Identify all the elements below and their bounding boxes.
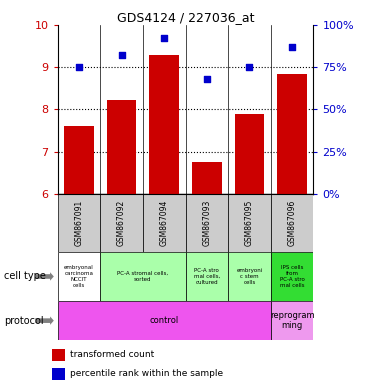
Point (161, 35, 167, 41)
Point (76, 64, 82, 70)
Bar (234, 114, 265, 194)
Point (247, 64, 253, 70)
Bar (58, 301, 271, 340)
Text: cell type: cell type (4, 271, 46, 281)
Text: transformed count: transformed count (70, 350, 155, 359)
Bar (64, 126, 94, 194)
Bar (100, 252, 186, 301)
Text: embryoni
c stem
cells: embryoni c stem cells (236, 268, 263, 285)
Text: PC-A stro
mal cells,
cultured: PC-A stro mal cells, cultured (194, 268, 220, 285)
Point (204, 76, 210, 82)
Bar (106, 100, 137, 194)
Bar (100, 194, 143, 252)
Text: percentile rank within the sample: percentile rank within the sample (70, 369, 224, 378)
Bar (52, 368, 65, 380)
Text: reprogram
ming: reprogram ming (270, 311, 315, 330)
Text: control: control (150, 316, 179, 325)
Text: GSM867094: GSM867094 (160, 200, 169, 246)
Text: GSM867092: GSM867092 (117, 200, 126, 246)
Bar (228, 252, 271, 301)
Text: GSM867095: GSM867095 (245, 200, 254, 246)
Bar (58, 194, 100, 252)
Bar (186, 194, 228, 252)
Text: embryonal
carcinoma
NCCIT
cells: embryonal carcinoma NCCIT cells (64, 265, 94, 288)
Point (119, 52, 125, 58)
Bar (143, 194, 186, 252)
Bar (52, 349, 65, 361)
Text: IPS cells
from
PC-A stro
mal cells: IPS cells from PC-A stro mal cells (280, 265, 305, 288)
Title: GDS4124 / 227036_at: GDS4124 / 227036_at (117, 11, 254, 24)
Bar (271, 301, 313, 340)
Bar (149, 55, 179, 194)
Text: protocol: protocol (4, 316, 43, 326)
Bar (58, 252, 100, 301)
Bar (228, 194, 271, 252)
Bar (277, 74, 307, 194)
Text: GSM867091: GSM867091 (74, 200, 83, 246)
Bar (271, 194, 313, 252)
Bar (186, 252, 228, 301)
Point (289, 44, 295, 50)
Text: GSM867096: GSM867096 (288, 200, 297, 246)
Bar (271, 252, 313, 301)
Text: PC-A stromal cells,
sorted: PC-A stromal cells, sorted (117, 271, 168, 282)
Text: GSM867093: GSM867093 (202, 200, 211, 246)
Bar (192, 162, 222, 194)
